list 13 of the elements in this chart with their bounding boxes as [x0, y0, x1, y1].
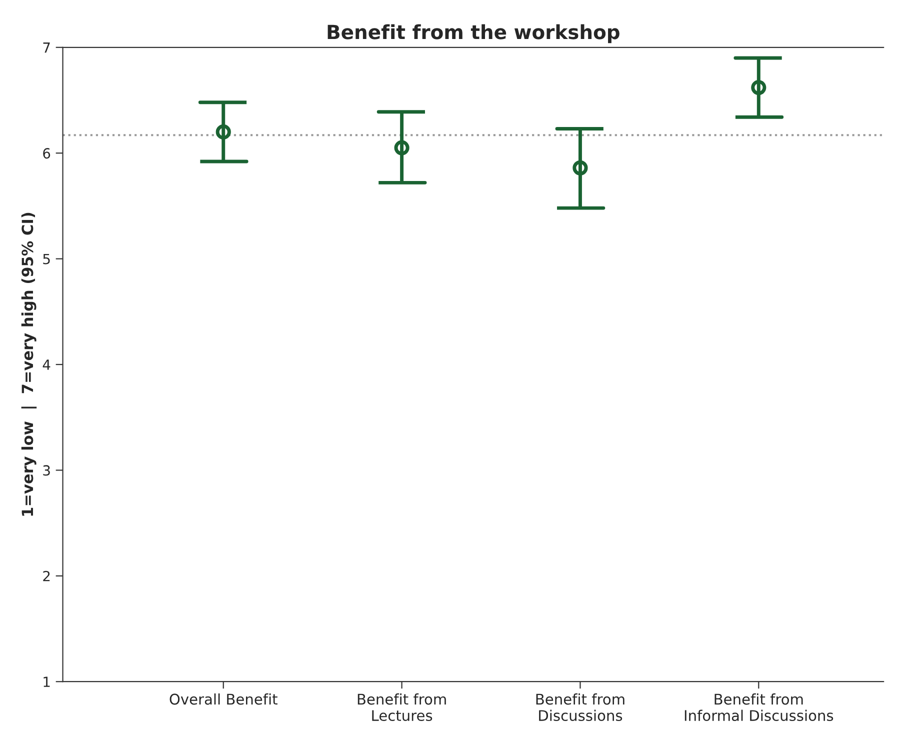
- x-tick-label: Overall Benefit: [170, 693, 278, 705]
- y-tick-label: 7: [43, 42, 50, 53]
- y-axis-title: 1=very low | 7=very high (95% CI): [21, 212, 37, 516]
- y-tick-label: 2: [43, 570, 50, 582]
- x-tick-label: Benefit from Informal Discussions: [684, 693, 834, 722]
- y-tick-label: 1: [44, 676, 50, 687]
- y-tick-label: 5: [43, 254, 50, 264]
- y-tick-label: 3: [43, 465, 50, 476]
- x-tick-label: Benefit from Lectures: [358, 693, 446, 722]
- chart-title: Benefit from the workshop: [328, 24, 620, 44]
- x-tick-label: Benefit from Discussions: [536, 693, 624, 722]
- y-tick-label: 4: [42, 360, 50, 370]
- y-tick-label: 6: [43, 148, 50, 159]
